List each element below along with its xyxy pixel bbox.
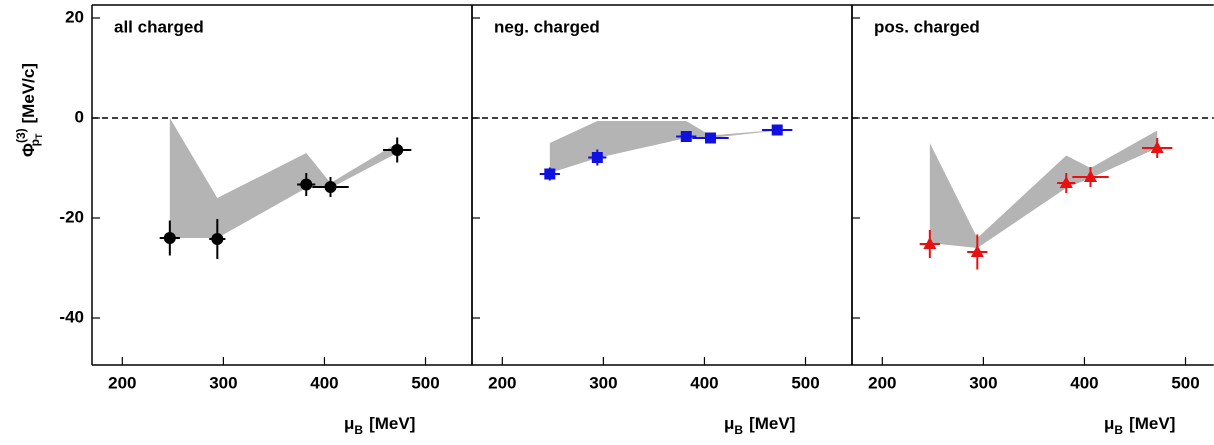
label-subsub: T: [34, 133, 44, 139]
label-symbol: Φ: [19, 143, 38, 157]
x-tick-label: 200: [488, 373, 516, 392]
x-axis-label: μB [MeV]: [344, 414, 415, 437]
x-tick-label: 200: [868, 373, 896, 392]
x-tick-label: 200: [108, 373, 136, 392]
x-tick-label: 300: [589, 373, 617, 392]
label-symbol: μ: [344, 414, 354, 433]
panel: 200 300 400 500 neg. charged μB [MeV]: [471, 4, 853, 437]
x-tick-label: 300: [209, 373, 237, 392]
panel: 200 300 400 500 -40 -20 0 20 all charged μB [MeV] Φ…: [14, 4, 473, 437]
y-tick-label: -20: [59, 207, 84, 226]
x-tick-label: 300: [969, 373, 997, 392]
data-point: [1059, 176, 1073, 188]
data-point: [970, 245, 984, 257]
label-sub: B: [734, 423, 743, 437]
systematic-band: [549, 121, 778, 173]
label-unit: [MeV]: [749, 414, 795, 433]
data-point: [1150, 141, 1164, 153]
x-tick-label: 400: [690, 373, 718, 392]
data-point: [1084, 170, 1098, 182]
x-axis-label: μB [MeV]: [1104, 414, 1175, 437]
data-point: [163, 232, 176, 244]
panel-title: neg. charged: [494, 17, 600, 36]
label-unit: [MeV]: [369, 414, 415, 433]
systematic-band: [929, 130, 1158, 248]
systematic-band: [169, 118, 398, 238]
x-tick-label: 400: [1070, 373, 1098, 392]
data-point: [923, 237, 937, 249]
panel-title: pos. charged: [874, 17, 980, 36]
y-tick-label: 20: [65, 7, 84, 26]
data-point: [591, 152, 603, 163]
y-axis-label: Φ(3)pT [MeV/c]: [14, 63, 44, 157]
data-point: [324, 181, 337, 193]
label-sub: B: [354, 423, 363, 437]
panel-title: all charged: [114, 17, 204, 36]
data-point: [680, 131, 692, 142]
x-tick-label: 500: [1171, 373, 1199, 392]
y-tick-label: 0: [75, 107, 84, 126]
x-axis-label: μB [MeV]: [724, 414, 795, 437]
data-point: [544, 168, 556, 180]
data-point: [771, 124, 783, 136]
label-unit: [MeV]: [1129, 414, 1175, 433]
data-point: [211, 233, 224, 245]
data-point: [705, 132, 717, 144]
x-tick-label: 500: [791, 373, 819, 392]
y-tick-label: -40: [59, 307, 84, 326]
panel: 200 300 400 500 pos. charged μB [MeV]: [851, 4, 1214, 437]
label-sub: B: [1114, 423, 1123, 437]
x-tick-label: 500: [411, 373, 439, 392]
label-symbol: μ: [1104, 414, 1114, 433]
label-sub: p: [28, 139, 42, 146]
data-point: [391, 144, 404, 156]
label-sup: (3): [14, 128, 28, 143]
label-unit: [MeV/c]: [19, 63, 38, 123]
label-symbol: μ: [724, 414, 734, 433]
x-tick-label: 400: [310, 373, 338, 392]
data-point: [300, 178, 313, 191]
